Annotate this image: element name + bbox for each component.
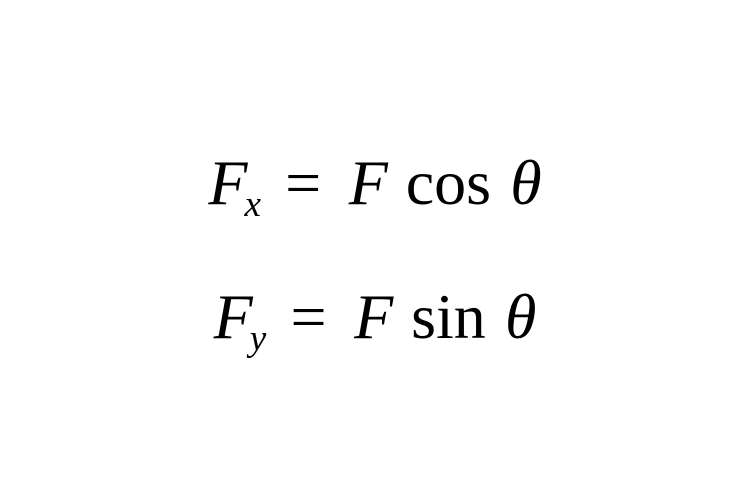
equation-fy: F y = F sin θ <box>214 285 537 349</box>
lhs-variable: F <box>214 285 253 349</box>
equation-fx: F x = F cos θ <box>208 151 541 215</box>
angle-theta: θ <box>510 151 541 215</box>
lhs-subscript-x: x <box>244 186 260 223</box>
function-cos: cos <box>406 151 491 215</box>
rhs-variable: F <box>349 151 388 215</box>
function-sin: sin <box>411 285 486 349</box>
equals-sign: = <box>285 151 321 215</box>
equals-sign: = <box>290 285 326 349</box>
angle-theta: θ <box>505 285 536 349</box>
lhs-subscript-y: y <box>250 320 266 357</box>
lhs-variable: F <box>208 151 247 215</box>
rhs-variable: F <box>354 285 393 349</box>
